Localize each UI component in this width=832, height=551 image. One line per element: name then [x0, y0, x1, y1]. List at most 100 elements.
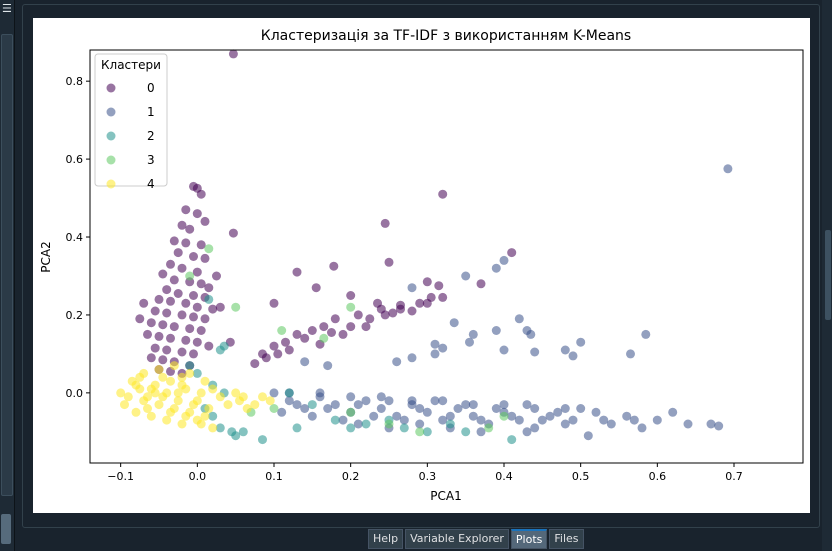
hamburger-icon[interactable]: ☰	[2, 2, 12, 15]
scatter-point-cluster-0	[196, 189, 206, 199]
scatter-point-cluster-0	[319, 322, 329, 332]
scatter-point-cluster-4	[181, 411, 191, 421]
legend: Кластери 0 1 2 3 4	[94, 53, 168, 191]
legend-title: Кластери	[101, 58, 161, 72]
scatter-point-cluster-0	[346, 322, 356, 332]
scatter-point-cluster-0	[196, 240, 206, 250]
scatter-point-cluster-0	[311, 283, 321, 293]
scatter-point-cluster-2	[461, 427, 471, 437]
scatter-point-cluster-1	[622, 411, 632, 421]
scatter-point-cluster-4	[265, 396, 275, 406]
scatter-point-cluster-4	[250, 400, 260, 410]
scatter-point-cluster-4	[166, 376, 175, 386]
scatter-point-cluster-0	[192, 337, 202, 347]
scatter-point-cluster-2	[445, 419, 455, 429]
scatter-point-cluster-1	[576, 337, 586, 347]
scatter-point-cluster-1	[514, 314, 524, 324]
scatter-point-cluster-1	[568, 351, 578, 361]
legend-marker-cluster-1	[106, 107, 116, 117]
scatter-point-cluster-0	[507, 248, 517, 258]
scatter-point-cluster-1	[491, 326, 501, 335]
right-pane-edge	[822, 0, 832, 551]
scatter-point-cluster-0	[162, 285, 172, 295]
scatter-point-cluster-0	[384, 257, 394, 267]
scatter-point-cluster-3	[346, 407, 356, 417]
scatter-point-cluster-4	[154, 365, 164, 374]
scatter-point-cluster-0	[284, 345, 294, 355]
scatter-point-cluster-1	[668, 407, 678, 417]
tab-variable-explorer[interactable]: Variable Explorer	[405, 529, 509, 549]
scatter-point-cluster-0	[380, 218, 390, 228]
scatter-point-cluster-3	[484, 423, 494, 433]
scatter-point-cluster-2	[330, 415, 340, 425]
scatter-point-cluster-4	[135, 372, 145, 382]
scatter-point-cluster-1	[714, 421, 724, 431]
scatter-point-cluster-0	[169, 275, 179, 285]
scatter-point-cluster-4	[162, 415, 172, 425]
scatter-point-cluster-0	[150, 343, 160, 353]
scatter-point-cluster-2	[215, 423, 225, 433]
legend-label-cluster-2: 2	[147, 129, 155, 143]
scatter-point-cluster-0	[250, 359, 260, 369]
scatter-point-cluster-0	[166, 333, 175, 343]
scatter-point-cluster-0	[146, 353, 156, 363]
scatter-point-cluster-1	[445, 411, 455, 421]
scatter-point-cluster-0	[269, 298, 279, 308]
scatter-point-cluster-4	[158, 392, 168, 402]
scatter-point-cluster-1	[430, 339, 440, 349]
scatter-point-cluster-0	[173, 248, 183, 258]
tab-plots[interactable]: Plots	[510, 529, 548, 549]
scatter-point-cluster-0	[139, 298, 149, 308]
scatter-point-cluster-1	[307, 411, 317, 421]
scatter-point-cluster-1	[323, 404, 333, 413]
scatter-point-cluster-3	[231, 302, 241, 312]
scatter-point-cluster-1	[407, 396, 417, 406]
scatter-point-cluster-1	[407, 353, 417, 363]
scatter-point-cluster-0	[329, 261, 339, 271]
scatter-point-cluster-0	[204, 283, 214, 293]
scatter-point-cluster-0	[346, 291, 356, 300]
scatter-point-cluster-1	[468, 400, 478, 410]
left-scroll-track[interactable]	[1, 34, 13, 496]
scatter-point-cluster-0	[228, 228, 238, 238]
scatter-point-cluster-4	[146, 411, 156, 421]
scatter-point-cluster-4	[150, 388, 160, 398]
scatter-point-cluster-4	[173, 396, 183, 406]
scatter-point-cluster-0	[173, 289, 183, 298]
tab-help[interactable]: Help	[368, 529, 404, 549]
scatter-point-cluster-1	[626, 349, 635, 359]
right-scroll-thumb[interactable]	[825, 230, 831, 320]
scatter-point-cluster-1	[568, 415, 578, 425]
scatter-point-cluster-0	[212, 271, 221, 281]
scatter-point-cluster-0	[200, 216, 210, 226]
left-scroll-thumb[interactable]	[1, 514, 11, 544]
scatter-point-cluster-1	[560, 345, 570, 355]
x-axis-label: PCA1	[430, 489, 461, 503]
scatter-point-cluster-0	[189, 291, 198, 300]
scatter-point-cluster-1	[629, 415, 639, 425]
legend-marker-cluster-0	[106, 83, 116, 93]
tab-files[interactable]: Files	[549, 529, 584, 549]
scatter-point-cluster-1	[545, 411, 555, 421]
scatter-point-cluster-0	[365, 314, 375, 324]
scatter-point-cluster-0	[154, 331, 164, 341]
y-tick-label: 0.2	[66, 309, 84, 322]
scatter-point-cluster-1	[499, 345, 509, 355]
scatter-point-cluster-2	[208, 411, 218, 421]
scatter-point-cluster-3	[499, 411, 509, 421]
scatter-point-cluster-1	[499, 255, 509, 265]
scatter-point-cluster-1	[499, 400, 509, 410]
scatter-point-cluster-1	[591, 407, 601, 417]
scatter-point-cluster-4	[143, 392, 152, 402]
scatter-point-cluster-1	[706, 419, 716, 429]
scatter-point-cluster-1	[292, 400, 302, 410]
scatter-point-cluster-4	[204, 404, 214, 413]
scatter-point-cluster-4	[196, 419, 206, 429]
scatter-point-cluster-0	[407, 306, 417, 316]
scatter-point-cluster-4	[143, 404, 152, 413]
scatter-point-cluster-1	[392, 411, 402, 421]
scatter-point-cluster-4	[189, 400, 198, 410]
scatter-point-cluster-1	[576, 404, 586, 413]
scatter-point-cluster-4	[208, 423, 218, 433]
scatter-point-cluster-1	[300, 357, 310, 367]
